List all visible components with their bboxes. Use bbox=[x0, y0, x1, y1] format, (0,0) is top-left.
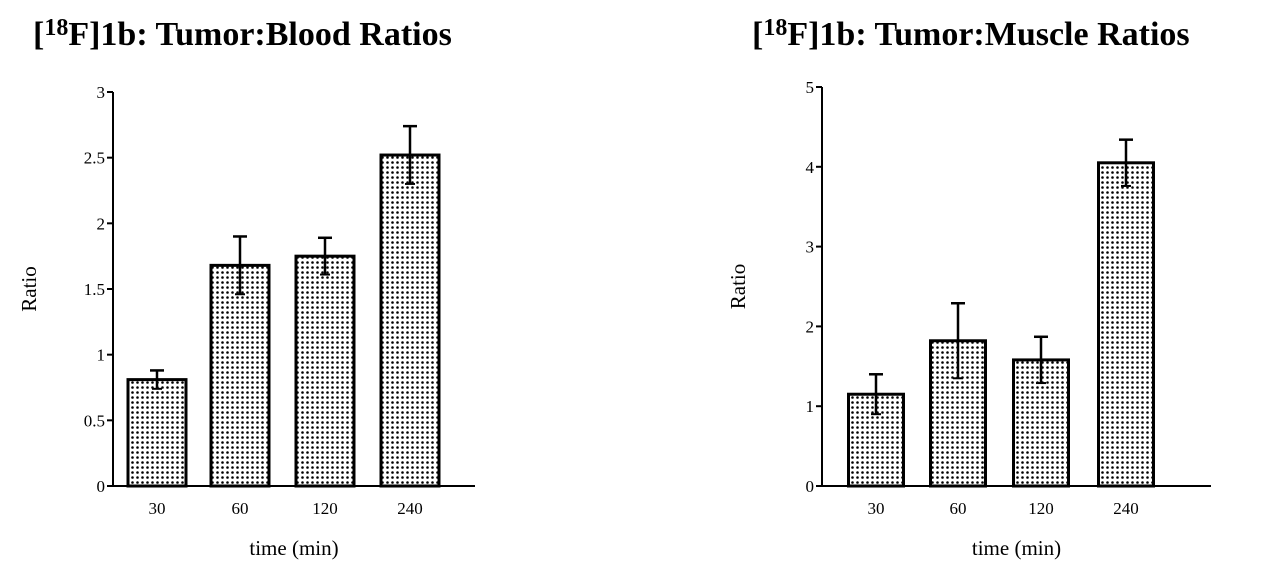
chart-1-y-tick-label: 1 bbox=[97, 346, 106, 365]
chart-1-title: [18F]1b: Tumor:Blood Ratios bbox=[33, 15, 452, 53]
chart-1-y-tick-label: 1.5 bbox=[84, 280, 105, 299]
chart-1-x-tick-label: 30 bbox=[149, 499, 166, 518]
chart-1-bar bbox=[379, 153, 441, 488]
chart-2-x-tick-label: 120 bbox=[1028, 499, 1054, 518]
chart-2-y-tick-label: 5 bbox=[806, 78, 815, 97]
chart-2-x-tick-label: 60 bbox=[950, 499, 967, 518]
chart-1-x-tick-label: 120 bbox=[312, 499, 338, 518]
chart-2-y-tick-label: 0 bbox=[806, 477, 815, 496]
chart-1-y-axis-label: Ratio bbox=[17, 266, 41, 312]
chart-2-x-tick-label: 30 bbox=[868, 499, 885, 518]
chart-2-title-text: F]1b: Tumor:Muscle Ratios bbox=[787, 16, 1190, 53]
chart-2-y-tick-label: 1 bbox=[806, 397, 815, 416]
chart-2-title: [18F]1b: Tumor:Muscle Ratios bbox=[752, 15, 1190, 53]
chart-1-y-tick-label: 2.5 bbox=[84, 149, 105, 168]
chart-1-y-tick-label: 3 bbox=[97, 83, 106, 102]
chart-1-x-axis-label: time (min) bbox=[249, 536, 338, 560]
chart-1-y-tick-label: 0 bbox=[97, 477, 106, 496]
chart-1-bar bbox=[126, 378, 188, 488]
chart-2-y-tick-label: 3 bbox=[806, 238, 815, 257]
chart-2-x-axis-label: time (min) bbox=[972, 536, 1061, 560]
chart-2-x-tick-label: 240 bbox=[1113, 499, 1139, 518]
chart-2-y-axis-label: Ratio bbox=[726, 264, 750, 310]
chart-1-bar bbox=[209, 263, 271, 488]
chart-2-title-isotope: 18 bbox=[763, 15, 788, 41]
chart-2-bar bbox=[1097, 161, 1155, 488]
chart-1-x-tick-label: 60 bbox=[232, 499, 249, 518]
chart-1-y-tick-label: 2 bbox=[97, 214, 106, 233]
chart-2-y-tick-label: 2 bbox=[806, 317, 815, 336]
chart-1-y-tick-label: 0.5 bbox=[84, 411, 105, 430]
chart-1-title-text: F]1b: Tumor:Blood Ratios bbox=[68, 16, 452, 53]
chart-1-x-tick-label: 240 bbox=[397, 499, 423, 518]
chart-1-bar bbox=[294, 254, 356, 488]
chart-2-y-tick-label: 4 bbox=[806, 158, 815, 177]
chart-1-title-isotope: 18 bbox=[44, 15, 69, 41]
